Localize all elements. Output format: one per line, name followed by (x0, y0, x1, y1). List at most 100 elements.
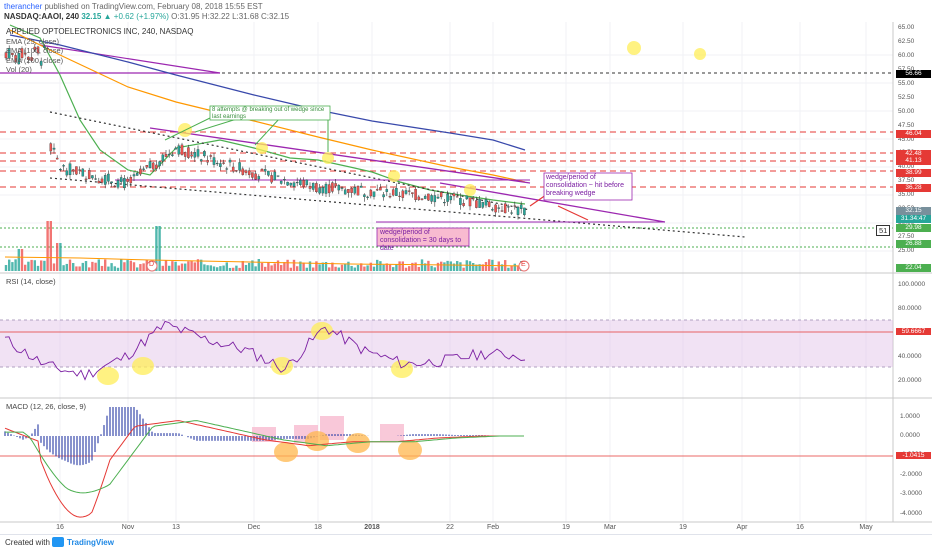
candle-body (17, 52, 21, 65)
candle-body (206, 160, 209, 163)
volume-bar (340, 264, 344, 271)
price-level-label: 38.99 (896, 169, 931, 177)
price-chart[interactable] (0, 0, 932, 534)
candle-body (39, 60, 43, 66)
volume-bar (244, 264, 248, 271)
candle-body (449, 196, 453, 201)
candle-body (350, 188, 353, 193)
volume-bar (404, 267, 408, 271)
volume-bar (206, 265, 209, 271)
volume-bar (449, 261, 452, 271)
candle-body (222, 162, 225, 164)
volume-bar (190, 261, 193, 271)
wedge-bottom-note-box (376, 227, 470, 247)
volume-bar (260, 262, 264, 271)
volume-bar (446, 260, 449, 271)
volume-bar (228, 267, 232, 271)
candle-body (75, 166, 78, 175)
volume-bar (40, 260, 43, 271)
candle-body (174, 147, 177, 150)
volume-bar (62, 265, 65, 271)
volume-bar (20, 249, 24, 271)
candle-body (279, 180, 283, 184)
candle-body (71, 169, 75, 172)
candle-body (468, 197, 472, 207)
candle-body (407, 190, 411, 192)
attempts-note-box (209, 105, 331, 121)
candle-body (267, 170, 270, 176)
time-axis[interactable]: 16 Nov 13 Dec 18 2018 22 Feb 19 Mar 19 Apr 16 May (0, 524, 893, 534)
price-tick: 57.50 (898, 65, 915, 73)
volume-bar (462, 267, 465, 271)
candle-body (507, 206, 510, 208)
candle-body (260, 168, 264, 171)
time-tick: 16 (56, 524, 64, 531)
candle-body (155, 164, 158, 169)
candle-body (436, 196, 440, 199)
attempts-note: 8 attempts @ breaking out of wedge since… (212, 107, 325, 120)
rsi-current-value: 59.6667 (896, 328, 931, 335)
wedge-upper-dotted (49, 111, 531, 211)
price-tick: 27.50 (898, 233, 915, 241)
earnings-marker[interactable] (518, 260, 530, 272)
wedge-bottom-note: wedge/period of consolidation = 30 days … (380, 229, 462, 252)
candle-body (510, 212, 513, 214)
candle-body (14, 55, 17, 62)
candle-body (337, 184, 341, 191)
legend-ema-100[interactable]: EMA (100, close) (6, 46, 64, 55)
candle-body (299, 179, 302, 185)
candle-body (94, 178, 97, 180)
publish-line: therancher published on TradingView.com,… (4, 2, 263, 11)
legend-ema-25[interactable]: EMA (25, close) (6, 36, 59, 46)
candle-body (270, 175, 273, 183)
candle-body (471, 198, 475, 200)
volume-bar (81, 262, 84, 271)
volume-bar (436, 262, 440, 271)
dividend-marker[interactable] (146, 260, 158, 272)
candle-body (372, 191, 376, 197)
author-link[interactable]: therancher (4, 2, 43, 11)
candle-body (132, 174, 136, 177)
candle-body (193, 152, 197, 158)
candle-body (446, 194, 449, 202)
candle-body (129, 177, 133, 184)
volume-bar (312, 267, 315, 271)
candle-body (411, 192, 414, 194)
volume-bar (395, 264, 398, 271)
price-tick: 25.00 (898, 247, 915, 254)
candle-body (33, 46, 37, 51)
macd-tick: -3.0000 (900, 490, 923, 498)
volume-bar (500, 264, 504, 271)
candle-body (46, 47, 49, 49)
volume-bar (321, 262, 324, 271)
macd-label: MACD (12, 26, close, 9) (6, 402, 87, 411)
volume-bar (484, 261, 488, 271)
candle-body (151, 162, 155, 170)
time-tick: Apr (736, 524, 748, 531)
volume-bar (408, 266, 411, 271)
candle-body (414, 188, 417, 201)
legend-ema-200[interactable]: EMA (200, close) (6, 55, 64, 65)
candle-body (196, 149, 200, 157)
resistance-levels (0, 131, 893, 188)
volume-bar (472, 262, 475, 271)
volume-bar (171, 261, 174, 271)
candle-body (308, 185, 312, 189)
candle-body (167, 153, 171, 156)
rsi-band (0, 320, 893, 367)
volume-bar (475, 264, 478, 271)
candle-body (401, 190, 405, 198)
price-tick: 55.00 (898, 79, 915, 87)
volume-bar (443, 262, 446, 271)
candle-body (135, 172, 139, 176)
symbol-line: NASDAQ:AAOI, 240 32.15 ▲ +0.62 (+1.97%) … (4, 12, 289, 21)
legend-volume[interactable]: Vol (20) (6, 65, 32, 74)
price-level-label: 46.04 (896, 129, 931, 138)
candle-body (359, 185, 363, 188)
candle-body (81, 168, 85, 177)
volume-bar (4, 265, 8, 271)
footer-brand[interactable]: TradingView (67, 538, 114, 547)
volume-bar (24, 264, 27, 271)
candle-body (62, 165, 65, 167)
ema-100-line (9, 29, 526, 183)
